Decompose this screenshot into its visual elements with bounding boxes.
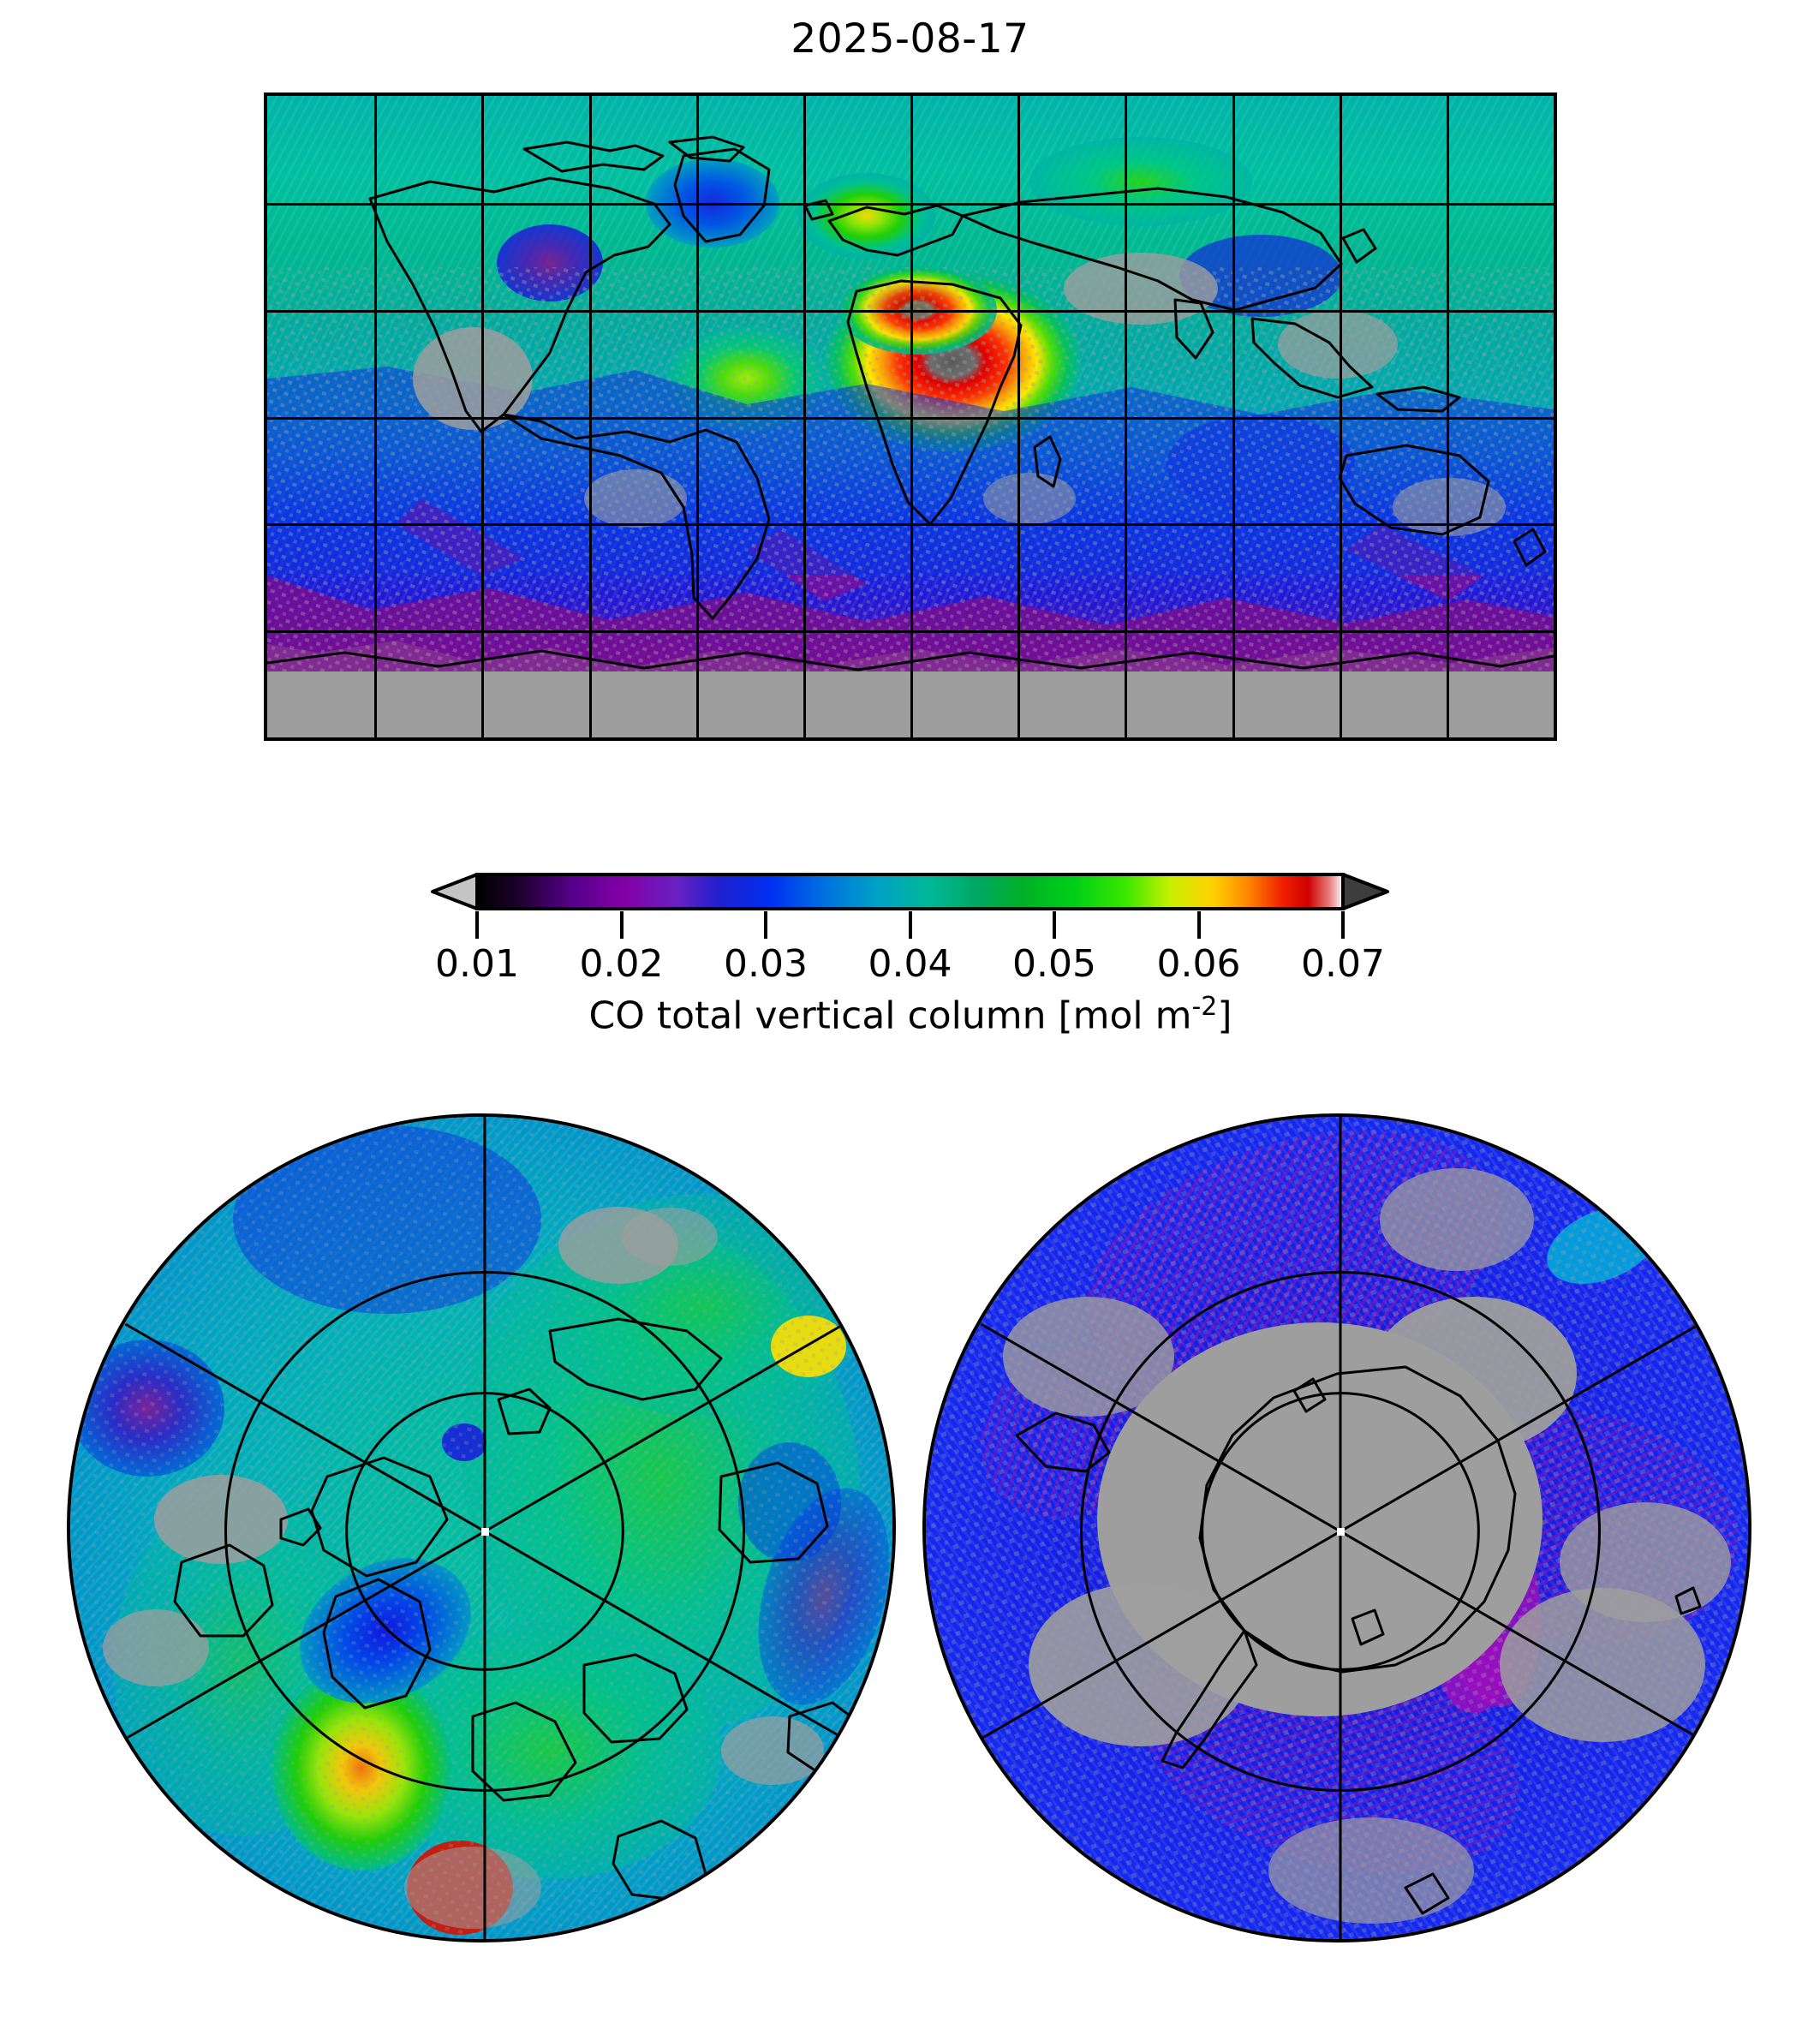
- global-map-data-layer: [267, 96, 1554, 737]
- colorbar-gradient-bar[interactable]: [431, 872, 1389, 911]
- polar-south-disc[interactable]: [922, 1113, 1751, 1942]
- colorbar[interactable]: 0.01 0.02 0.03 0.04 0.05 0.06 0.07 CO to…: [431, 872, 1389, 1038]
- colorbar-label-exponent: -2: [1191, 992, 1218, 1022]
- colorbar-tick-4: 0.05: [1012, 942, 1096, 986]
- colorbar-tick-0: 0.01: [435, 942, 519, 986]
- colorbar-tick-2: 0.03: [724, 942, 808, 986]
- colorbar-tick-6: 0.07: [1301, 942, 1385, 986]
- global-map-panel[interactable]: [264, 92, 1557, 741]
- polar-south-panel[interactable]: [922, 1113, 1751, 1942]
- colorbar-axis-label: CO total vertical column [mol m-2]: [294, 992, 1527, 1038]
- polar-south-data-layer: [926, 1117, 1748, 1939]
- polar-north-disc[interactable]: [67, 1113, 896, 1942]
- colorbar-tick-5: 0.06: [1156, 942, 1241, 986]
- colorbar-tick-1: 0.02: [579, 942, 664, 986]
- page-title: 2025-08-17: [791, 15, 1029, 63]
- colorbar-tick-3: 0.04: [868, 942, 952, 986]
- colorbar-label-text: CO total vertical column [mol m: [588, 994, 1192, 1038]
- polar-north-panel[interactable]: [67, 1113, 896, 1942]
- colorbar-tick-marks: [431, 911, 1389, 940]
- colorbar-tick-labels: 0.01 0.02 0.03 0.04 0.05 0.06 0.07: [431, 942, 1389, 986]
- polar-north-data-layer: [70, 1117, 892, 1939]
- colorbar-label-suffix: ]: [1217, 994, 1232, 1038]
